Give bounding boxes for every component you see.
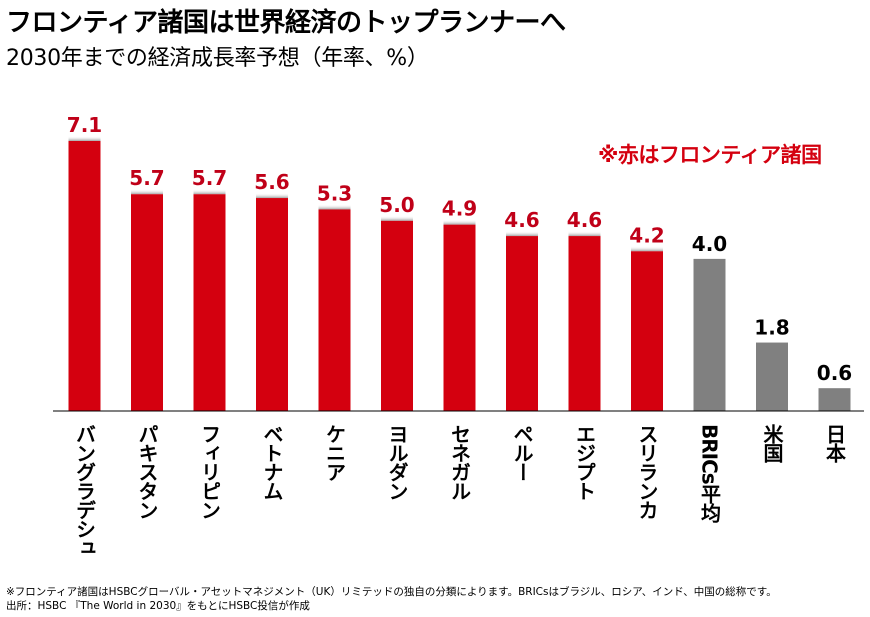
bar-shadow <box>381 215 413 221</box>
bar-other <box>818 388 851 411</box>
bar-frontier <box>193 194 226 411</box>
data-labels-group: 7.1 5.7 5.7 5.6 5.3 5.0 4.9 4.6 4.6 4.2 4.0 1.8 0.6 <box>67 113 852 385</box>
bar-shadow <box>131 189 163 195</box>
bars-group <box>68 136 851 411</box>
bar-frontier <box>506 236 538 411</box>
data-label: 4.2 <box>629 223 664 247</box>
bar-frontier <box>568 236 601 411</box>
data-label: 4.6 <box>504 208 539 232</box>
bar-shadow <box>506 231 538 237</box>
x-tick-label: ケニア <box>322 424 347 481</box>
x-tick-label: ペルー <box>510 424 534 481</box>
legend-note: ※赤はフロンティア諸国 <box>598 143 822 167</box>
bar-frontier <box>318 209 351 411</box>
x-tick-label: BRICs平均 <box>697 424 722 522</box>
data-label: 1.8 <box>754 316 789 340</box>
chart-subtitle: 2030年までの経済成長率予想（年率、%） <box>6 46 429 71</box>
data-label: 0.6 <box>817 361 852 385</box>
x-tick-label: ヨルダン <box>385 424 409 500</box>
bar-shadow <box>318 204 351 210</box>
bar-shadow <box>68 136 101 141</box>
bar-shadow <box>256 193 288 199</box>
x-tick-label: パキスタン <box>135 424 159 519</box>
data-label: 5.7 <box>192 166 227 190</box>
data-label: 4.9 <box>442 197 477 221</box>
x-tick-label: 日本 <box>822 424 847 462</box>
data-label: 5.6 <box>254 170 289 194</box>
footnote-source: 出所：HSBC 『The World in 2030』をもとにHSBC投信が作成 <box>6 600 310 612</box>
bar-frontier <box>131 194 163 411</box>
x-tick-label: 米国 <box>760 424 784 462</box>
footnote-classification: ※フロンティア諸国はHSBCグローバル・アセットマネジメント（UK）リミテッドの… <box>6 586 777 598</box>
chart-title: フロンティア諸国は世界経済のトップランナーへ <box>6 8 566 38</box>
data-label: 4.0 <box>692 232 727 256</box>
data-label: 4.6 <box>567 208 602 232</box>
x-tick-label: フィリピン <box>197 424 222 519</box>
bar-other <box>693 258 726 411</box>
bar-shadow <box>193 189 226 195</box>
x-tick-label: スリランカ <box>635 424 659 519</box>
x-tick-label: エジプト <box>572 424 597 500</box>
data-label: 5.0 <box>379 193 414 217</box>
bar-frontier <box>381 220 413 411</box>
bar-frontier <box>68 141 101 411</box>
x-tick-label: バングラデシュ <box>72 424 97 557</box>
bar-frontier <box>256 198 288 411</box>
data-label: 7.1 <box>67 113 102 137</box>
bar-shadow <box>443 219 476 225</box>
data-label: 5.3 <box>317 181 352 205</box>
bar-frontier <box>443 224 476 411</box>
x-tick-label: ベトナム <box>260 424 284 500</box>
bar-frontier <box>631 251 663 411</box>
x-tick-label: セネガル <box>447 424 472 500</box>
bar-other <box>756 342 788 411</box>
bar-shadow <box>568 231 601 237</box>
data-label: 5.7 <box>129 166 164 190</box>
bar-shadow <box>631 246 663 252</box>
